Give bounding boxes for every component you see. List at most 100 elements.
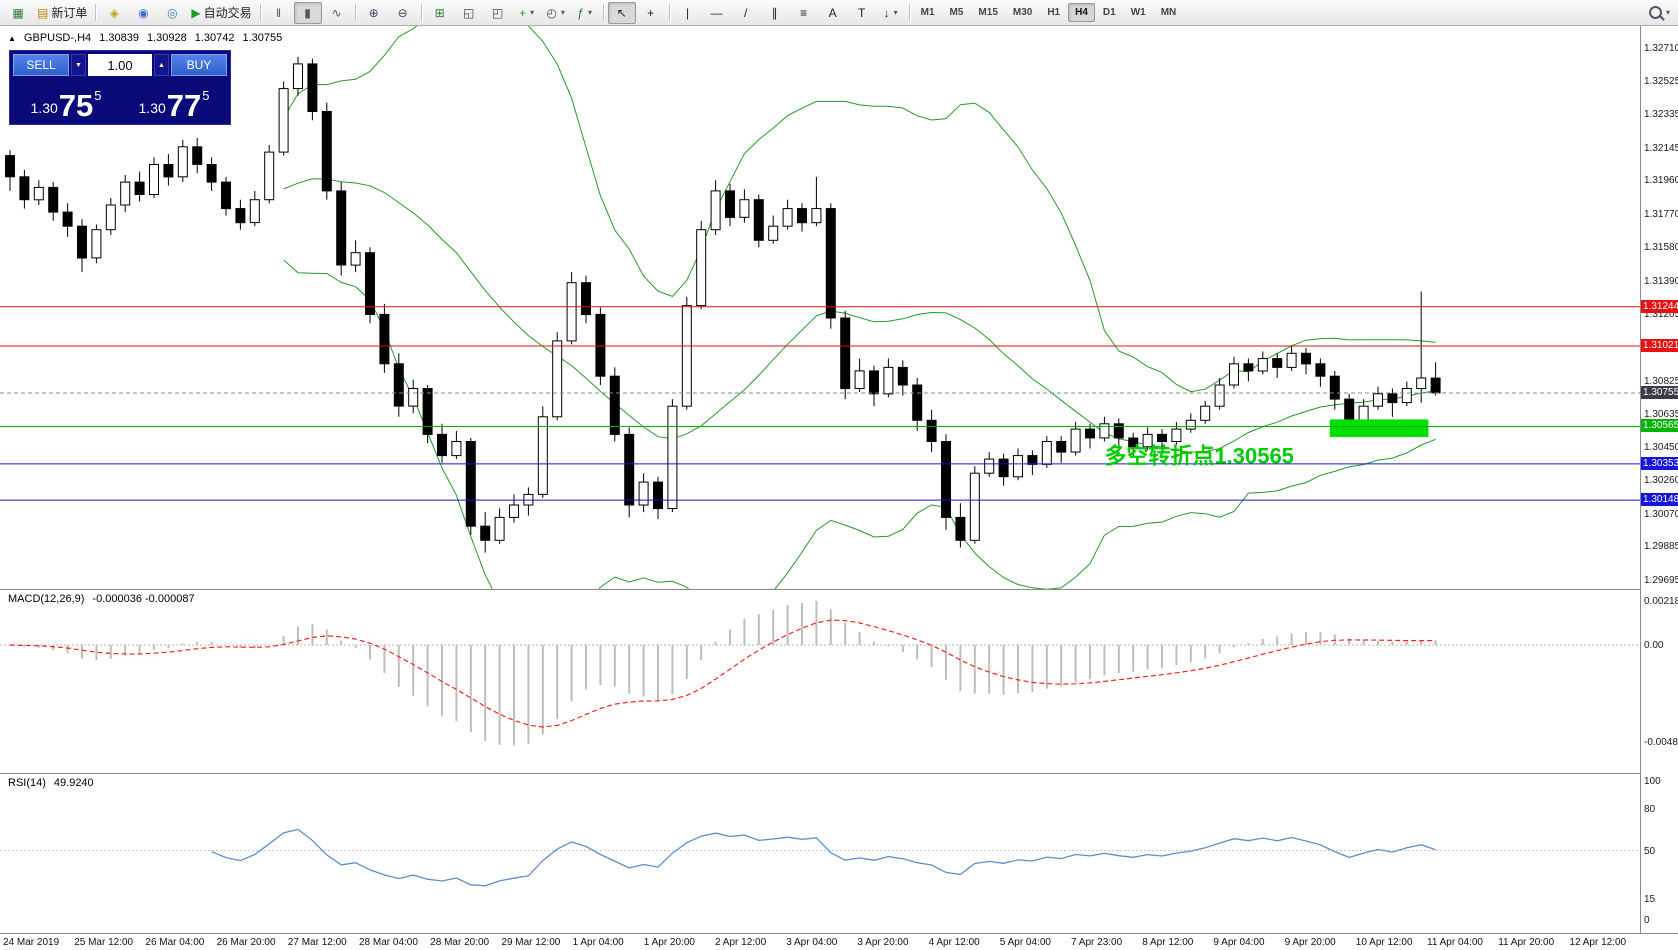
candle: [120, 175, 131, 213]
symbol-title: GBPUSD-,H4: [23, 32, 92, 44]
text-label-icon: T: [857, 5, 866, 20]
candle: [782, 199, 793, 230]
candle: [1171, 422, 1182, 445]
horizontal-line-button[interactable]: —: [703, 2, 731, 24]
trendline-button[interactable]: /: [732, 2, 760, 24]
vertical-line-button[interactable]: |: [674, 2, 702, 24]
time-axis-label: 9 Apr 20:00: [1284, 937, 1336, 948]
indicators-button[interactable]: ƒ ▾: [571, 2, 599, 24]
time-axis-separator: [0, 933, 1678, 934]
timeframe-m1-button[interactable]: M1: [920, 7, 935, 18]
candle: [1373, 386, 1383, 410]
chart-annotation-text[interactable]: 多空转折点1.30565: [1104, 444, 1294, 469]
vertical-line-icon: |: [686, 5, 690, 20]
sell-button[interactable]: SELL: [13, 54, 69, 76]
price-axis[interactable]: 1.32710 1.32525 1.32335 1.32145 1.31960 1.317…: [1640, 26, 1678, 933]
timeframe-w1-button[interactable]: W1: [1130, 7, 1146, 18]
rsi-axis-label: 100: [1644, 776, 1661, 787]
timeframe-m5-button[interactable]: M5: [949, 7, 964, 18]
collapse-chart-icon[interactable]: ▲: [8, 33, 16, 43]
price-level-badge: 1.31021: [1641, 339, 1678, 353]
volume-increase-button[interactable]: ▲: [154, 54, 169, 76]
price-axis-label: 1.30070: [1644, 508, 1678, 520]
chart-window-icon[interactable]: ▦: [4, 2, 32, 24]
candle: [897, 360, 908, 396]
candle: [1315, 358, 1326, 387]
market-watch-icon[interactable]: ◈: [100, 2, 128, 24]
symbol-header: ▲ GBPUSD-,H4 1.30839 1.30928 1.30742 1.3…: [8, 32, 282, 44]
zoom-out-icon[interactable]: ⊖: [389, 2, 417, 24]
highlight-rectangle[interactable]: [1329, 419, 1429, 437]
toolbar-separator: [95, 4, 97, 21]
candle: [1099, 416, 1110, 442]
auto-trading-button[interactable]: ▶ 自动交易: [187, 2, 255, 24]
tile-windows-icon[interactable]: ⊞: [426, 2, 454, 24]
timeframe-h4-button[interactable]: H4: [1068, 3, 1095, 22]
rsi-line: [211, 828, 1436, 887]
price-axis-label: 1.32710: [1644, 43, 1678, 54]
timeframe-mn-button[interactable]: MN: [1160, 7, 1177, 18]
cursor-button[interactable]: ↖: [607, 1, 636, 24]
timeframe-m15-button[interactable]: M15: [978, 7, 998, 18]
navigator-icon[interactable]: ◉: [129, 2, 157, 24]
time-axis-label: 28 Mar 04:00: [359, 937, 418, 948]
terminal-icon: ◎: [167, 5, 178, 20]
crosshair-button[interactable]: +: [637, 2, 665, 24]
dropdown-caret-icon: ▾: [893, 8, 898, 17]
price-axis-label: 1.29885: [1644, 541, 1678, 553]
crosshair-icon: +: [647, 5, 655, 20]
fibonacci-button[interactable]: ≡: [790, 2, 818, 24]
zoom-in-icon[interactable]: ⊕: [360, 2, 388, 24]
text-button[interactable]: A: [819, 2, 847, 24]
line-chart-icon[interactable]: ∿: [323, 2, 351, 24]
symbol-search-button[interactable]: ▾: [1645, 2, 1674, 24]
volume-decrease-button[interactable]: ▼: [71, 54, 86, 76]
macd-pane-separator[interactable]: [0, 589, 1678, 590]
new-order-button[interactable]: ▤ 新订单: [33, 2, 91, 24]
new-order-button-label: 新订单: [51, 6, 88, 20]
toolbar-separator: [602, 4, 604, 21]
arrows-button[interactable]: ↓ ▾: [877, 2, 905, 24]
profiles-button[interactable]: ◴ ▾: [542, 2, 570, 24]
macd-axis-label: 0.002183: [1644, 596, 1678, 608]
main-price-pane: 多空转折点1.30565: [0, 26, 1640, 589]
ohlc-close: 1.30755: [242, 32, 283, 44]
buy-button[interactable]: BUY: [171, 54, 227, 76]
candle: [134, 171, 145, 202]
new-chart-button[interactable]: + ▾: [513, 2, 541, 24]
bar-chart-icon: ‖: [276, 5, 282, 20]
bar-chart-icon[interactable]: ‖: [265, 2, 293, 24]
terminal-icon[interactable]: ◎: [158, 2, 186, 24]
time-axis-label: 11 Apr 04:00: [1427, 937, 1483, 948]
candle: [710, 180, 721, 235]
current-price-badge: 1.30755: [1641, 385, 1678, 399]
candlestick-chart-icon[interactable]: ▮: [293, 1, 322, 24]
rsi-pane-separator[interactable]: [0, 773, 1678, 774]
timeframe-h1-button[interactable]: H1: [1047, 7, 1061, 18]
time-axis[interactable]: 24 Mar 2019 25 Mar 12:00 26 Mar 04:00 26 Ma…: [0, 934, 1640, 950]
candle: [235, 199, 246, 230]
candle: [1387, 388, 1398, 417]
buy-price-display[interactable]: 1.30 77 5: [121, 79, 227, 121]
volume-input[interactable]: [88, 54, 152, 76]
arrange-vertical-icon[interactable]: ◰: [484, 2, 512, 24]
rsi-axis-label: 50: [1644, 845, 1656, 857]
rsi-pane: [0, 828, 1640, 887]
toolbar-separator: [420, 4, 422, 21]
sell-price-display[interactable]: 1.30 75 5: [13, 79, 119, 121]
timeframe-m30-button[interactable]: M30: [1012, 7, 1033, 18]
candle: [1301, 348, 1311, 375]
candle: [1416, 291, 1427, 403]
equidistant-channel-button[interactable]: ∥: [761, 2, 789, 24]
candlestick-chart-icon: ▮: [304, 5, 311, 20]
timeframe-d1-button[interactable]: D1: [1102, 7, 1116, 18]
price-axis-label: 1.31390: [1644, 275, 1678, 287]
chart-canvas[interactable]: 多空转折点1.30565: [0, 26, 1640, 950]
auto-trading-button-label: 自动交易: [203, 6, 252, 20]
price-level-badge: 1.30565: [1641, 419, 1678, 433]
rsi-value: 49.9240: [53, 777, 94, 789]
toolbar-separator: [668, 4, 670, 21]
arrange-windows-icon[interactable]: ◱: [455, 2, 483, 24]
auto-trading-icon: ▶: [191, 5, 201, 20]
text-label-button[interactable]: T: [848, 2, 876, 24]
